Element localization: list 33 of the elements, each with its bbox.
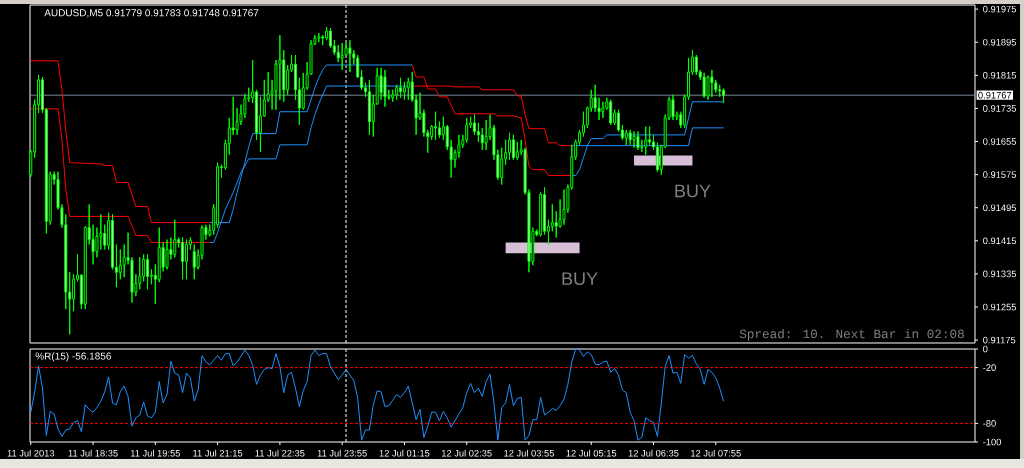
ref-line-label: 0.91767 [978, 91, 1012, 99]
x-tick-label: 12 Jul 02:35 [441, 449, 492, 457]
y-tick-label: 0.91895 [983, 38, 1017, 46]
y-tick-label: -80 [983, 420, 996, 427]
x-tick-label: 12 Jul 01:15 [379, 449, 430, 457]
y-tick-label: -20 [983, 364, 996, 371]
x-tick-label: 11 Jul 23:55 [317, 449, 367, 457]
x-tick-label: 11 Jul 22:35 [255, 449, 305, 457]
y-tick-label: 0.91415 [983, 237, 1017, 245]
x-tick-label: 12 Jul 07:55 [691, 449, 741, 457]
chart-title: AUDUSD,M5 0.91779 0.91783 0.91748 0.91767 [44, 9, 259, 18]
x-tick-label: 12 Jul 05:15 [566, 449, 617, 457]
annotation: BUY [675, 184, 711, 198]
x-tick-label: 11 Jul 19:55 [130, 449, 180, 457]
y-tick-label: 0.91655 [983, 138, 1017, 145]
x-tick-label: 12 Jul 06:35 [628, 449, 679, 457]
chart-title: %R(15) -56.1856 [35, 352, 111, 362]
x-tick-label: 12 Jul 03:55 [504, 449, 554, 457]
y-tick-label: 0 [983, 345, 988, 353]
y-tick-label: 0.91575 [983, 171, 1017, 178]
x-tick-label: 11 Jul 18:35 [68, 449, 118, 457]
annotation: BUY [562, 272, 598, 286]
y-tick-label: 0.91255 [983, 303, 1017, 311]
y-tick-label: 0.91975 [983, 5, 1017, 13]
x-tick-label: 11 Jul 2013 [7, 449, 55, 457]
y-tick-label: 0.91735 [983, 105, 1017, 112]
y-tick-label: 0.91335 [983, 270, 1017, 278]
y-tick-label: -100 [983, 438, 1002, 446]
y-tick-label: 0.91495 [983, 204, 1017, 212]
y-tick-label: 0.91815 [983, 72, 1017, 79]
y-tick-label: 0.91175 [983, 336, 1016, 344]
x-tick-label: 11 Jul 21:15 [193, 449, 243, 457]
annotation: Spread: 10. Next Bar in 02:08 [739, 328, 964, 341]
